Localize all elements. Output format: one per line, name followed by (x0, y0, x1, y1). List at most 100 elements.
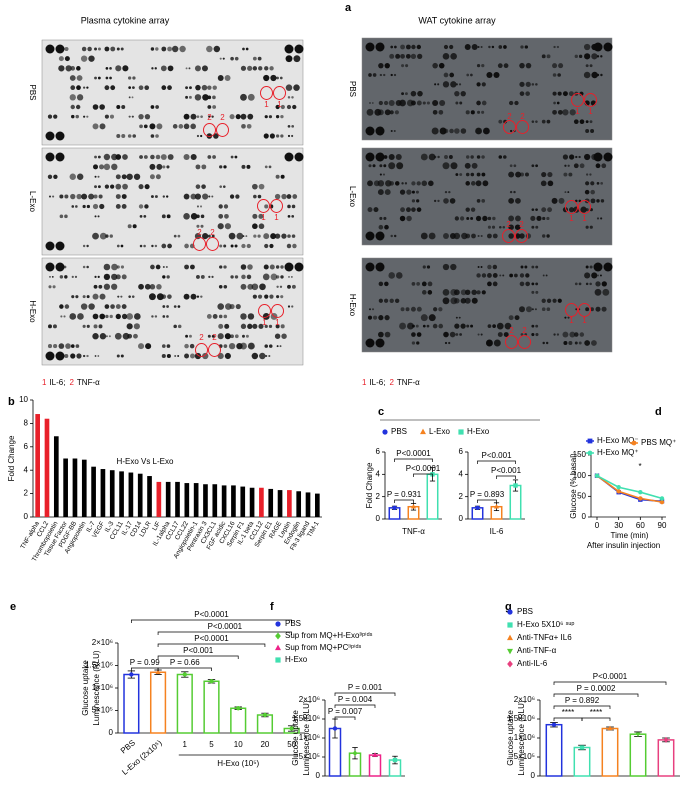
bar (240, 486, 246, 517)
blot-spot (128, 96, 131, 99)
blot-spot (291, 305, 294, 308)
blot-spot (206, 45, 213, 53)
blot-spot (224, 323, 230, 329)
y-tick-label: 1×10⁶ (514, 733, 535, 742)
blot-spot (593, 262, 603, 272)
blot-spot (525, 62, 532, 69)
blot-spot (287, 284, 291, 289)
blot-spot (92, 123, 99, 130)
spot-highlight (502, 229, 515, 243)
blot-spot (196, 134, 200, 138)
blot-spot (603, 262, 613, 272)
blot-spot (104, 184, 110, 189)
x-tick-label: 5 (209, 740, 214, 749)
blot-spot (92, 232, 99, 240)
blot-spot (60, 265, 63, 269)
significance-label: P<0.001 (481, 451, 512, 460)
blot-spot (578, 341, 582, 345)
blot-spot (444, 155, 448, 159)
blot-spot (564, 191, 567, 194)
legend-marker (382, 429, 388, 435)
blot-spot (568, 341, 573, 345)
blot-spot (247, 283, 254, 290)
bar (249, 487, 255, 517)
blot-spot (399, 189, 406, 195)
blot-spot (70, 66, 76, 71)
blot-spot (83, 86, 86, 89)
blot-spot (525, 91, 530, 96)
blot-spot (223, 204, 229, 209)
blot-spot (442, 53, 450, 60)
panel-letter: b (8, 396, 15, 408)
blot-spot (514, 315, 520, 321)
blot-spot (217, 333, 224, 340)
data-point (289, 726, 294, 731)
blot-spot (449, 44, 454, 50)
blot-spot (575, 308, 578, 311)
blot-spot (384, 109, 391, 116)
blot-spot (410, 90, 417, 97)
blot-spot (454, 298, 460, 304)
blot-spot (378, 315, 384, 321)
blot-spot (476, 82, 481, 87)
blot-spot (385, 180, 392, 187)
blot-spot (109, 234, 113, 238)
blot-spot (519, 306, 525, 313)
blot-spot (459, 216, 465, 221)
bar (63, 458, 68, 517)
blot-spot (411, 341, 416, 345)
blot-spot (375, 42, 385, 52)
spot-highlight (565, 303, 578, 317)
blot-spot (365, 152, 375, 162)
blot-spot (117, 295, 120, 298)
blot-spot (465, 207, 470, 212)
blot-spot (94, 47, 97, 51)
blot-spot (217, 75, 224, 81)
blot-spot (241, 243, 246, 249)
blot-spot (589, 225, 593, 229)
blot-spot (465, 172, 470, 177)
blot-spot (274, 193, 281, 200)
spot-number: 2 (197, 228, 202, 237)
blot-spot (143, 155, 148, 159)
blot-spot (172, 124, 178, 129)
blot-spot (97, 185, 101, 189)
panel-letter: a (345, 2, 352, 14)
blot-spot (270, 233, 277, 240)
legend-marker (420, 428, 426, 435)
blot-spot (466, 324, 470, 328)
y-tick-label: 1×10⁶ (92, 683, 113, 692)
data-point (635, 732, 641, 738)
blot-spot (573, 163, 579, 169)
blot-spot (519, 91, 525, 96)
blot-spot (111, 263, 118, 271)
blot-spot (195, 184, 201, 189)
blot-spot (431, 127, 439, 135)
blot-spot (275, 265, 280, 269)
blot-spot (138, 113, 144, 120)
legend-marker (458, 429, 464, 435)
blot-spot (589, 282, 592, 286)
blot-spot (97, 155, 101, 159)
blot-spot (428, 232, 436, 240)
blot-spot (76, 353, 82, 359)
blot-spot (288, 275, 290, 278)
blot-spot (245, 334, 249, 338)
blot-spot (487, 233, 492, 239)
y-tick-label: 2 (24, 489, 29, 498)
blot-spot (218, 204, 223, 209)
blot-spot (161, 46, 167, 52)
blot-spot (86, 204, 91, 209)
blot-spot (149, 163, 156, 170)
blot-spot (211, 195, 214, 198)
blot-spot (240, 93, 247, 101)
blot-spot (115, 174, 121, 180)
blot-spot (264, 243, 269, 249)
blot-spot (219, 57, 222, 60)
blot-spot (64, 46, 69, 52)
blot-spot (229, 303, 235, 310)
data-point (392, 505, 397, 511)
blot-spot (420, 232, 428, 240)
blot-spot (433, 307, 438, 312)
row-label: PBS (28, 84, 37, 100)
